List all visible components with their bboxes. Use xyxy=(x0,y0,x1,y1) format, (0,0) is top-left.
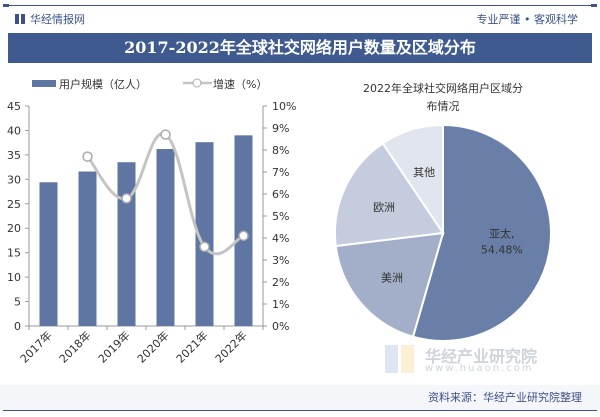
y-tick-label: 35 xyxy=(7,149,21,162)
growth-point xyxy=(82,151,93,162)
legend-swatch-bar xyxy=(32,80,56,87)
y-tick-label: 45 xyxy=(7,100,21,113)
y2-tick-label: 1% xyxy=(272,298,289,311)
y2-tick-label: 6% xyxy=(272,188,289,201)
pie-value-label: 54.48% xyxy=(481,243,523,256)
y-tick-label: 5 xyxy=(14,296,21,309)
x-tick-label: 2022年 xyxy=(212,328,249,365)
y2-tick-label: 10% xyxy=(272,100,296,113)
brand-name: 华经情报网 xyxy=(30,13,85,26)
y2-tick-label: 3% xyxy=(272,254,289,267)
source-note: 资料来源：华经产业研究院整理 xyxy=(428,391,582,404)
x-tick-label: 2017年 xyxy=(17,328,54,365)
y-tick-label: 30 xyxy=(7,173,21,186)
y-tick-label: 25 xyxy=(7,198,21,211)
page-title: 2017-2022年全球社交网络用户数量及区域分布 xyxy=(8,33,592,63)
pie-title: 布情况 xyxy=(427,100,460,113)
y2-tick-label: 9% xyxy=(272,122,289,135)
pie-slice-其他 xyxy=(381,123,444,237)
brand: 华经情报网 xyxy=(15,11,85,27)
x-tick-label: 2019年 xyxy=(95,328,132,365)
y2-tick-label: 2% xyxy=(272,276,289,289)
pie-slice-美洲 xyxy=(334,231,445,338)
pie-label: 美洲 xyxy=(381,271,403,284)
pie-slice-欧洲 xyxy=(334,141,445,248)
y-tick-label: 40 xyxy=(7,124,21,137)
footer-band xyxy=(0,385,600,410)
x-tick-label: 2020年 xyxy=(134,328,171,365)
bottom-divider xyxy=(3,410,597,411)
legend-label-line: 增速（%） xyxy=(213,77,267,91)
bar-2020年 xyxy=(156,149,175,326)
y-tick-label: 10 xyxy=(7,271,21,284)
top-divider xyxy=(3,4,597,7)
y-tick-label: 20 xyxy=(7,222,21,235)
bar-2019年 xyxy=(117,162,136,326)
pie-label: 亚太, xyxy=(489,227,515,240)
growth-point xyxy=(121,193,132,204)
legend-marker-line xyxy=(192,78,202,88)
brand-logo-icon xyxy=(15,14,25,24)
watermark-url: www.huaon.com xyxy=(425,363,534,374)
growth-point xyxy=(199,241,210,253)
y2-tick-label: 5% xyxy=(272,210,289,223)
x-tick-label: 2018年 xyxy=(56,328,93,365)
x-tick-label: 2021年 xyxy=(173,328,210,365)
y-tick-label: 0 xyxy=(14,320,21,333)
y2-tick-label: 8% xyxy=(272,144,289,157)
pie-label: 其他 xyxy=(413,166,435,179)
pie-slice-亚太 xyxy=(411,123,552,342)
y2-tick-label: 4% xyxy=(272,232,289,245)
slogan: 专业严谨 • 客观科学 xyxy=(476,13,578,26)
bar-2018年 xyxy=(78,171,97,326)
y2-tick-label: 7% xyxy=(272,166,289,179)
pie-title: 2022年全球社交网络用户区域分 xyxy=(363,81,523,95)
y-tick-label: 15 xyxy=(7,247,21,260)
watermark-name: 华经产业研究院 xyxy=(425,347,538,366)
growth-point xyxy=(160,129,171,140)
pie-label: 欧洲 xyxy=(373,201,395,214)
growth-point xyxy=(238,230,249,242)
legend-label-bar: 用户规模（亿人） xyxy=(59,77,147,91)
bar-2021年 xyxy=(195,142,214,326)
watermark-logo-icon xyxy=(385,345,415,373)
y2-tick-label: 0% xyxy=(272,320,289,333)
bar-2017年 xyxy=(39,182,58,326)
